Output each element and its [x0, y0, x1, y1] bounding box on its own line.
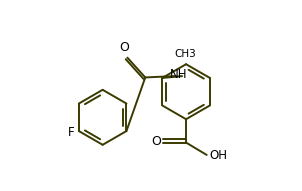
Text: O: O: [151, 135, 161, 148]
Text: OH: OH: [209, 149, 227, 162]
Text: CH3: CH3: [174, 49, 196, 59]
Text: O: O: [120, 41, 130, 54]
Text: F: F: [68, 125, 75, 138]
Text: NH: NH: [170, 68, 188, 81]
